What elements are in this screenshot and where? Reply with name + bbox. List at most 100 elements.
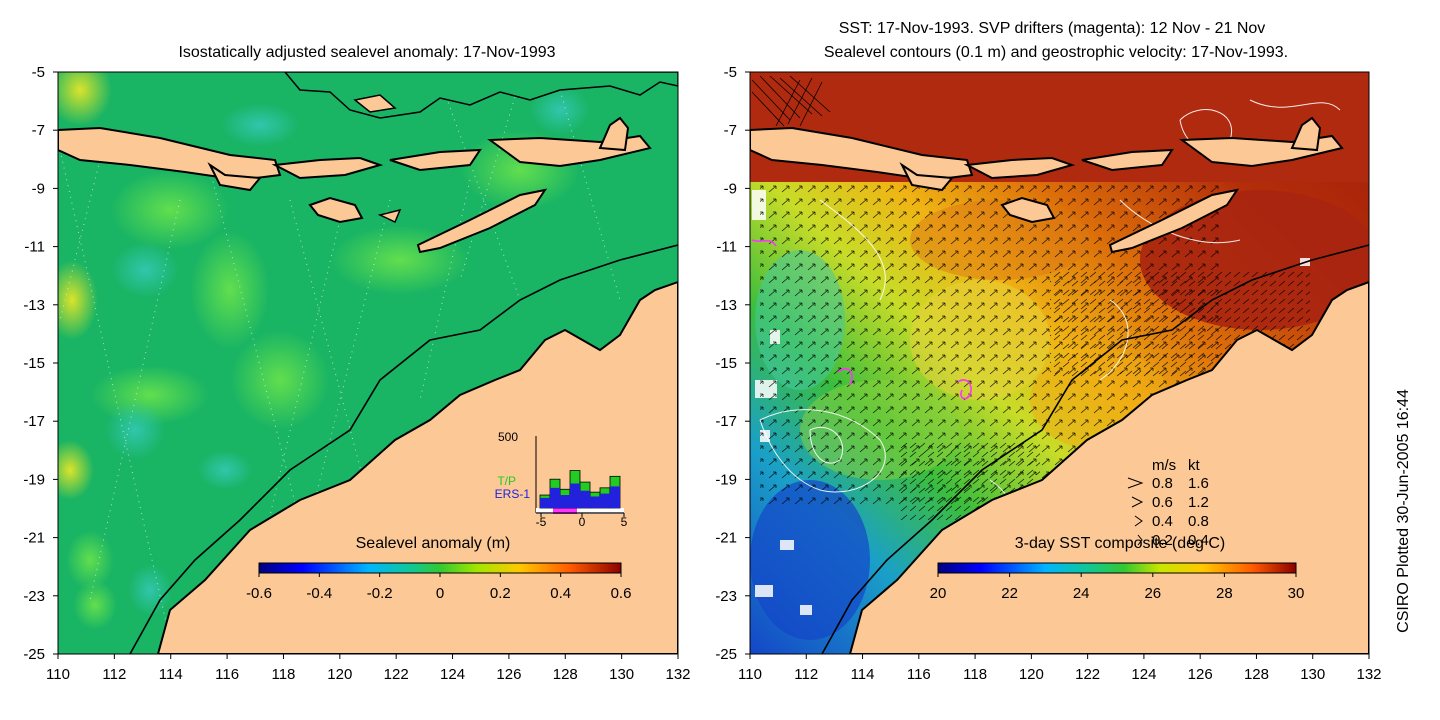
hist-drifter-range bbox=[553, 508, 577, 514]
left-colorbar-tick: -0.4 bbox=[306, 585, 332, 602]
left-lat-tick-label: -17 bbox=[23, 413, 45, 430]
left-lat-tick-label: -5 bbox=[32, 64, 45, 81]
left-lon-tick-label: 116 bbox=[215, 666, 239, 683]
left-lat-tick-label: -23 bbox=[23, 588, 45, 605]
left-lon-tick-label: 120 bbox=[327, 666, 352, 683]
sla-field: 500 -5 0 5 T/P ERS-1 bbox=[58, 72, 678, 654]
left-lon-tick-label: 130 bbox=[609, 666, 634, 683]
right-lon-tick-label: 122 bbox=[1075, 666, 1100, 683]
right-colorbar-tick: 22 bbox=[1001, 585, 1018, 602]
left-colorbar-tick: 0.2 bbox=[490, 585, 511, 602]
velocity-key-kt-value: 1.2 bbox=[1188, 494, 1209, 511]
left-lat-tick-label: -7 bbox=[32, 122, 45, 139]
right-map-panel: SST: 17-Nov-1993. SVP drifters (magenta)… bbox=[715, 20, 1381, 683]
drifter-tracks bbox=[751, 239, 972, 400]
hist-x-tick: 5 bbox=[621, 515, 628, 529]
left-colorbar-ticks: -0.6 -0.4 -0.2 0 0.2 0.4 0.6 bbox=[246, 573, 631, 602]
hist-bar-ers1 bbox=[560, 495, 570, 508]
right-lon-tick-label: 132 bbox=[1356, 666, 1381, 683]
left-colorbar-tick: -0.2 bbox=[367, 585, 393, 602]
right-lon-tick-label: 112 bbox=[794, 666, 818, 683]
right-lat-tick-label: -19 bbox=[715, 471, 737, 488]
left-lon-tick-label: 124 bbox=[440, 666, 465, 683]
right-colorbar-tick: 24 bbox=[1073, 585, 1090, 602]
right-colorbar-tick: 26 bbox=[1144, 585, 1161, 602]
right-panel-title-line2: Sealevel contours (0.1 m) and geostrophi… bbox=[824, 44, 1288, 61]
right-colorbar bbox=[937, 562, 1297, 574]
right-lat-tick-label: -17 bbox=[715, 413, 737, 430]
left-lon-tick-label: 110 bbox=[46, 666, 70, 683]
hist-bar-ers1 bbox=[600, 493, 610, 508]
left-colorbar-tick: 0 bbox=[436, 585, 444, 602]
left-lat-tick-label: -13 bbox=[23, 297, 45, 314]
velocity-key-kt-header: kt bbox=[1188, 457, 1201, 474]
velocity-key-kt-value: 0.8 bbox=[1188, 513, 1209, 530]
left-panel-title: Isostatically adjusted sealevel anomaly:… bbox=[178, 44, 555, 61]
velocity-key-ms-value: 0.6 bbox=[1152, 494, 1173, 511]
right-lat-tick-label: -25 bbox=[715, 646, 737, 663]
right-lat-tick-label: -13 bbox=[715, 297, 737, 314]
velocity-key-ms-value: 0.8 bbox=[1152, 475, 1173, 492]
velocity-key: m/s kt 0.8 1.6 0.6 1.2 0.4 0.8 0.2 0.4 bbox=[1127, 457, 1209, 549]
right-lon-tick-label: 110 bbox=[738, 666, 762, 683]
velocity-key-ms-value: 0.2 bbox=[1152, 532, 1173, 549]
velocity-key-ms-value: 0.4 bbox=[1152, 513, 1173, 530]
left-lat-tick-label: -21 bbox=[23, 530, 45, 547]
right-lon-tick-label: 130 bbox=[1300, 666, 1325, 683]
left-lon-tick-label: 128 bbox=[553, 666, 578, 683]
hist-ymax-label: 500 bbox=[498, 430, 518, 444]
left-lat-tick-label: -11 bbox=[24, 239, 45, 256]
left-map-panel: Isostatically adjusted sealevel anomaly:… bbox=[23, 44, 690, 683]
right-colorbar-label: 3-day SST composite (deg C) bbox=[1015, 535, 1225, 552]
right-lon-tick-label: 128 bbox=[1244, 666, 1269, 683]
right-colorbar-ticks: 20 22 24 26 28 30 bbox=[930, 573, 1305, 602]
left-lat-tick-label: -15 bbox=[23, 355, 45, 372]
velocity-key-arrow bbox=[1131, 496, 1144, 508]
left-lon-tick-label: 132 bbox=[665, 666, 690, 683]
hist-x-tick: 0 bbox=[579, 515, 586, 529]
right-lon-tick-label: 126 bbox=[1188, 666, 1213, 683]
left-lon-tick-label: 118 bbox=[271, 666, 295, 683]
legend-ers1: ERS-1 bbox=[495, 487, 531, 501]
right-colorbar-tick: 30 bbox=[1288, 585, 1305, 602]
right-lat-tick-label: -5 bbox=[724, 64, 737, 81]
left-lon-tick-label: 114 bbox=[159, 666, 183, 683]
plot-credit: CSIRO Plotted 30-Jun-2005 16:44 bbox=[1395, 389, 1412, 633]
right-lon-tick-label: 120 bbox=[1019, 666, 1044, 683]
right-lon-tick-label: 118 bbox=[963, 666, 987, 683]
right-lat-tick-label: -23 bbox=[715, 588, 737, 605]
histogram-bars bbox=[539, 470, 621, 509]
right-lat-tick-label: -21 bbox=[715, 530, 737, 547]
right-lon-tick-label: 116 bbox=[907, 666, 931, 683]
left-lon-tick-label: 126 bbox=[496, 666, 521, 683]
left-colorbar bbox=[258, 562, 622, 574]
right-lat-tick-label: -11 bbox=[716, 239, 737, 256]
right-colorbar-tick: 28 bbox=[1216, 585, 1233, 602]
left-lat-tick-label: -25 bbox=[23, 646, 45, 663]
velocity-key-kt-value: 1.6 bbox=[1188, 475, 1209, 492]
hist-x-tick: -5 bbox=[536, 515, 547, 529]
velocity-key-arrow bbox=[1137, 534, 1143, 546]
left-colorbar-label: Sealevel anomaly (m) bbox=[356, 535, 511, 552]
histogram-inset: 500 -5 0 5 T/P ERS-1 bbox=[495, 430, 628, 529]
left-lat-tick-label: -9 bbox=[32, 180, 45, 197]
velocity-key-arrow bbox=[1127, 477, 1144, 489]
right-lat-tick-label: -9 bbox=[724, 180, 737, 197]
right-panel-title-line1: SST: 17-Nov-1993. SVP drifters (magenta)… bbox=[839, 20, 1266, 37]
left-colorbar-tick: 0.4 bbox=[550, 585, 571, 602]
left-lon-tick-label: 112 bbox=[102, 666, 126, 683]
velocity-key-kt-value: 0.4 bbox=[1188, 532, 1209, 549]
right-lon-tick-label: 124 bbox=[1131, 666, 1156, 683]
left-colorbar-tick: 0.6 bbox=[611, 585, 632, 602]
right-map-axes: 110 112 114 116 118 120 122 124 126 128 130 132 -5 -7… bbox=[715, 64, 1381, 683]
right-lat-tick-label: -7 bbox=[724, 122, 737, 139]
left-lat-tick-label: -19 bbox=[23, 471, 45, 488]
velocity-key-ms-header: m/s bbox=[1152, 457, 1176, 474]
hist-bar-ers1 bbox=[570, 483, 580, 508]
hist-bar-ers1 bbox=[540, 497, 550, 508]
right-lat-tick-label: -15 bbox=[715, 355, 737, 372]
hist-bar-ers1 bbox=[610, 486, 620, 508]
velocity-key-arrow bbox=[1134, 515, 1143, 527]
legend-tp: T/P bbox=[497, 474, 516, 488]
